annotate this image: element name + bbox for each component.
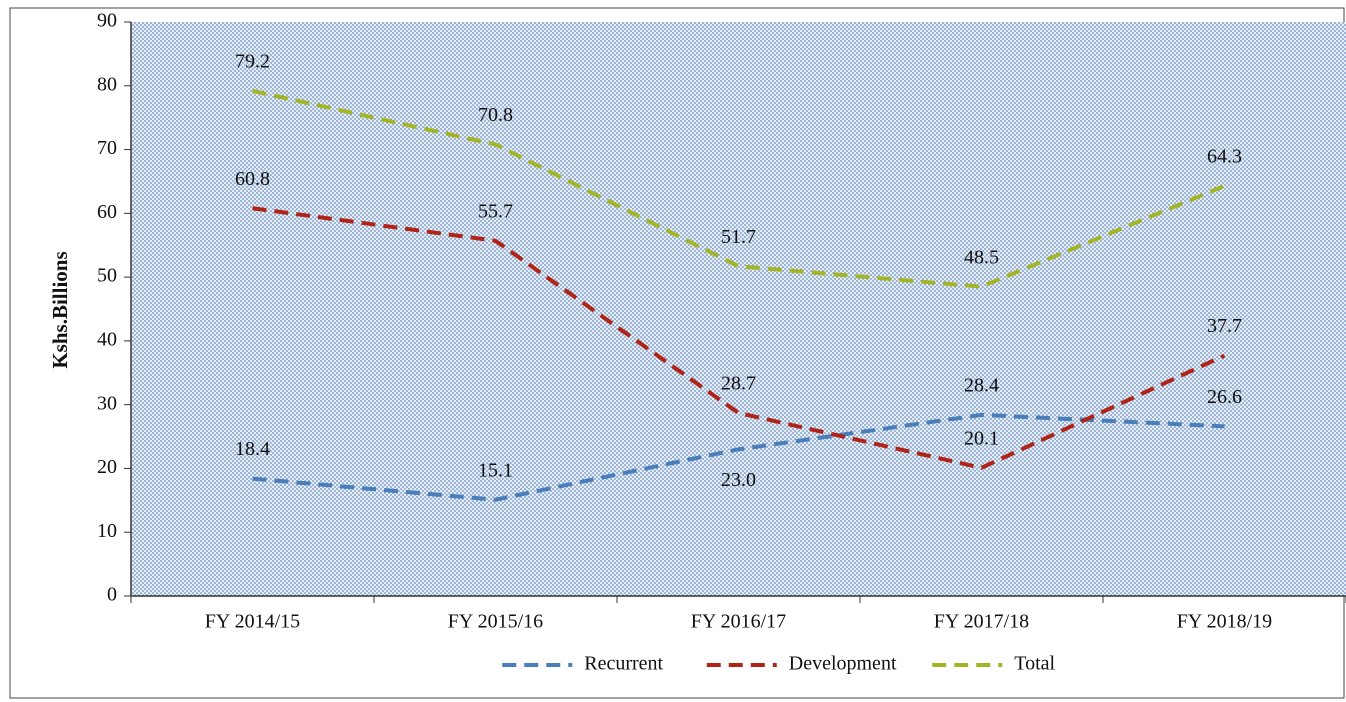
x-tick-label: FY 2017/18 xyxy=(934,611,1029,633)
data-label: 48.5 xyxy=(964,246,999,268)
x-tick-label: FY 2018/19 xyxy=(1177,611,1272,633)
legend-label: Development xyxy=(789,653,897,675)
data-label: 60.8 xyxy=(235,168,270,190)
x-tick-label: FY 2015/16 xyxy=(448,611,543,633)
x-tick-label: FY 2016/17 xyxy=(691,611,786,633)
data-label: 51.7 xyxy=(721,226,756,248)
line-series xyxy=(252,206,1226,470)
x-tick-label: FY 2014/15 xyxy=(205,611,300,633)
y-tick-label: 30 xyxy=(97,392,117,414)
data-label: 70.8 xyxy=(478,104,513,126)
legend-label: Total xyxy=(1014,653,1055,675)
data-label: 15.1 xyxy=(478,459,513,481)
y-tick-label: 90 xyxy=(97,10,117,32)
data-label: 37.7 xyxy=(1207,315,1242,337)
legend-label: Recurrent xyxy=(584,653,663,675)
y-tick-label: 80 xyxy=(97,73,117,95)
y-tick-label: 70 xyxy=(97,137,117,159)
plot-area xyxy=(131,22,1346,596)
y-tick-label: 40 xyxy=(97,328,117,350)
data-label: 28.4 xyxy=(964,374,999,396)
line-series xyxy=(252,412,1225,502)
y-axis-title: Kshs.Billions xyxy=(48,251,72,368)
data-label: 28.7 xyxy=(721,373,756,395)
y-tick-label: 20 xyxy=(97,456,117,478)
data-label: 18.4 xyxy=(235,438,270,460)
y-tick-label: 10 xyxy=(97,520,117,542)
data-label: 26.6 xyxy=(1207,386,1242,408)
y-tick-label: 0 xyxy=(107,584,117,606)
data-label: 55.7 xyxy=(478,200,513,222)
data-label: 64.3 xyxy=(1207,146,1242,168)
data-label: 23.0 xyxy=(721,469,756,491)
data-label: 20.1 xyxy=(964,427,999,449)
line-series xyxy=(252,88,1226,289)
y-tick-label: 50 xyxy=(97,265,117,287)
data-label: 79.2 xyxy=(235,50,270,72)
y-tick-label: 60 xyxy=(97,201,117,223)
